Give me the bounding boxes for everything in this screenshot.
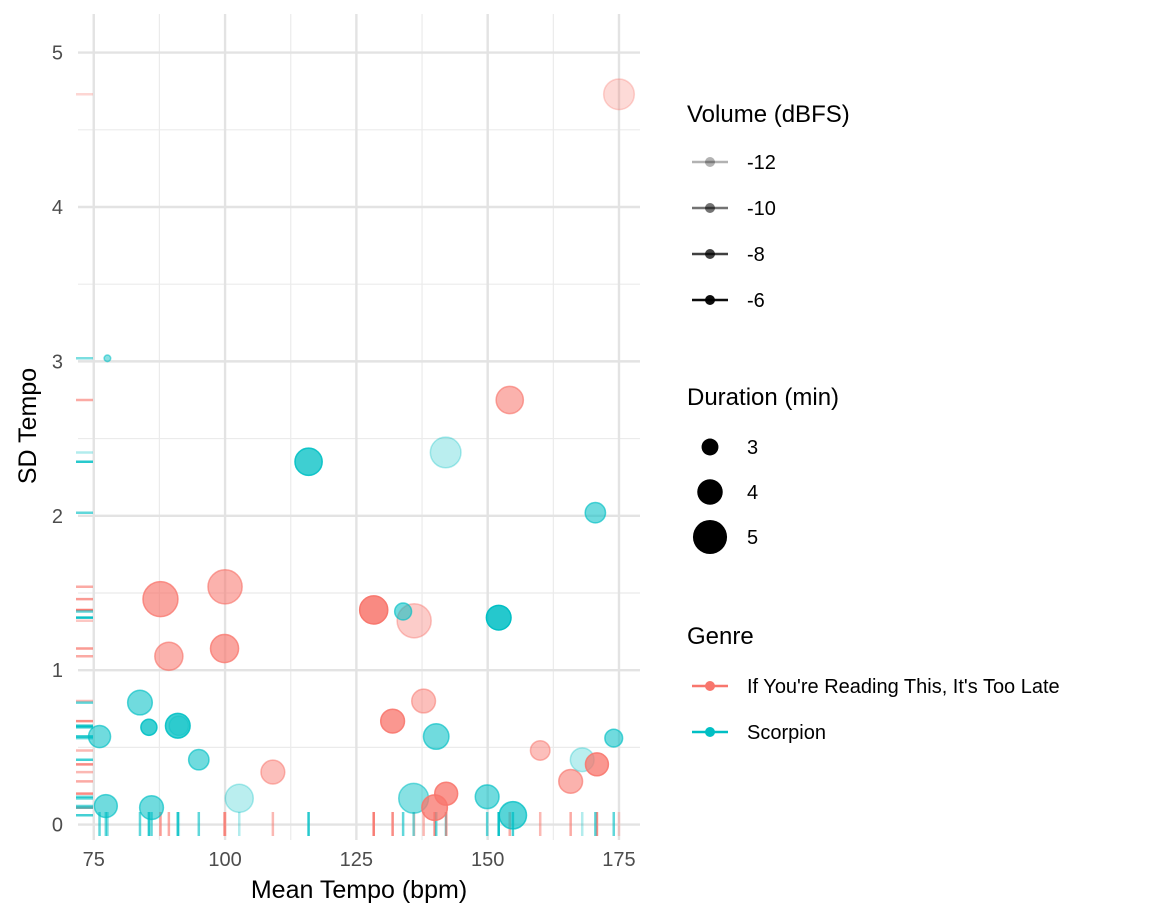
data-point bbox=[168, 715, 190, 737]
data-point bbox=[429, 436, 462, 469]
legend-duration-dot bbox=[701, 438, 719, 456]
data-point bbox=[294, 447, 323, 477]
data-point bbox=[358, 595, 389, 625]
legend-duration-dot bbox=[692, 519, 728, 555]
data-point bbox=[126, 689, 154, 716]
y-axis-ticks: 0 1 2 3 4 5 bbox=[52, 43, 63, 837]
data-point bbox=[422, 723, 450, 751]
grid bbox=[78, 14, 640, 840]
data-point bbox=[103, 354, 112, 363]
legend-duration-label: 5 bbox=[747, 527, 758, 549]
y-tick-label: 5 bbox=[52, 43, 63, 65]
data-point bbox=[602, 78, 636, 111]
data-point bbox=[187, 748, 210, 771]
y-tick-label: 2 bbox=[52, 506, 63, 528]
data-point bbox=[393, 602, 413, 621]
y-tick-label: 0 bbox=[52, 815, 63, 837]
y-tick-label: 4 bbox=[52, 197, 63, 219]
x-axis-title: Mean Tempo (bpm) bbox=[251, 876, 467, 904]
data-point bbox=[474, 784, 500, 810]
data-point bbox=[433, 781, 459, 806]
data-point bbox=[87, 724, 112, 749]
x-tick-label: 125 bbox=[340, 849, 373, 871]
data-point bbox=[584, 752, 610, 777]
legend-volume: Volume (dBFS) -12 -10 -8 -6 bbox=[687, 101, 850, 312]
legend-genre: Genre If You're Reading This, It's Too L… bbox=[687, 623, 1060, 744]
x-axis-ticks: 75 100 125 150 175 bbox=[83, 849, 636, 871]
legend-volume-label: -8 bbox=[747, 244, 765, 266]
data-point bbox=[604, 728, 624, 748]
legend-genre-title: Genre bbox=[687, 623, 754, 650]
legend-duration-dot bbox=[697, 479, 723, 505]
legend-volume-label: -12 bbox=[747, 152, 776, 174]
legend-genre-dot bbox=[705, 727, 715, 737]
x-tick-label: 100 bbox=[208, 849, 241, 871]
data-point bbox=[379, 708, 406, 734]
data-point bbox=[558, 768, 584, 794]
data-point bbox=[485, 604, 512, 631]
legend-volume-dot bbox=[705, 157, 715, 167]
rug-marks bbox=[76, 93, 621, 836]
data-point bbox=[410, 688, 437, 714]
data-point bbox=[495, 385, 525, 415]
y-tick-label: 3 bbox=[52, 351, 63, 373]
legend-duration: Duration (min) 3 4 5 bbox=[687, 384, 839, 555]
legend-duration-label: 3 bbox=[747, 437, 758, 459]
legend-duration-title: Duration (min) bbox=[687, 384, 839, 411]
data-point bbox=[498, 800, 528, 830]
data-points bbox=[87, 78, 636, 830]
data-point bbox=[584, 501, 607, 524]
legend-volume-title: Volume (dBFS) bbox=[687, 101, 850, 128]
legend-genre-dot bbox=[705, 681, 715, 691]
x-tick-label: 75 bbox=[83, 849, 105, 871]
data-point bbox=[164, 712, 191, 739]
data-point bbox=[529, 739, 551, 761]
legend-volume-dot bbox=[705, 203, 715, 213]
data-point bbox=[138, 794, 165, 821]
legend-duration-label: 4 bbox=[747, 482, 758, 504]
legend-genre-label: If You're Reading This, It's Too Late bbox=[747, 676, 1060, 698]
data-point bbox=[140, 718, 158, 737]
x-tick-label: 150 bbox=[471, 849, 504, 871]
data-point bbox=[224, 783, 255, 814]
legend-volume-dot bbox=[705, 249, 715, 259]
legend-volume-label: -10 bbox=[747, 198, 776, 220]
data-point bbox=[154, 641, 184, 672]
data-point bbox=[209, 633, 240, 664]
data-point bbox=[207, 568, 243, 605]
data-point bbox=[260, 759, 286, 785]
x-tick-label: 175 bbox=[602, 849, 635, 871]
legend-genre-label: Scorpion bbox=[747, 722, 826, 744]
y-tick-label: 1 bbox=[52, 660, 63, 682]
data-point bbox=[142, 580, 179, 618]
data-point bbox=[93, 793, 119, 819]
legend-volume-label: -6 bbox=[747, 290, 765, 312]
legend-volume-dot bbox=[705, 295, 715, 305]
y-axis-title: SD Tempo bbox=[14, 368, 42, 484]
